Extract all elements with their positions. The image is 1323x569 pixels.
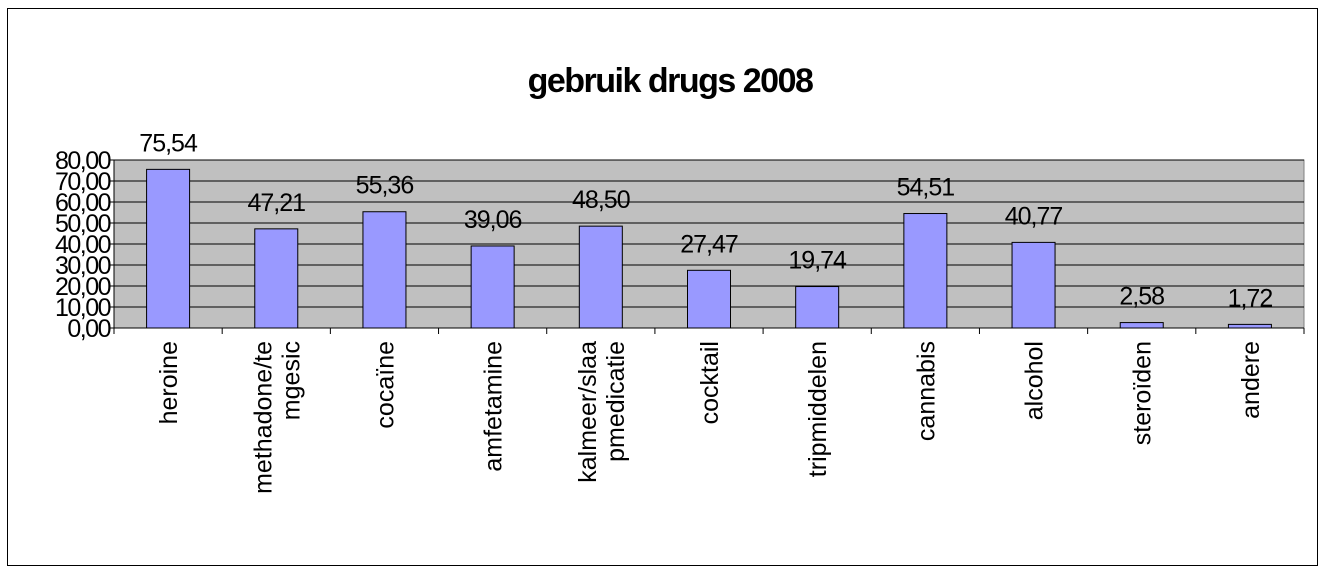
x-tick-label: amfetamine <box>480 341 508 472</box>
x-tick-label: cannabis <box>912 341 940 441</box>
bar <box>146 168 191 329</box>
data-label: 48,50 <box>572 186 630 214</box>
x-tick-label-line: amfetamine <box>480 341 508 472</box>
bar <box>1119 322 1164 329</box>
x-tick-label-line: alcohol <box>1021 341 1049 420</box>
bars <box>146 168 1272 329</box>
data-labels: 75,54 47,21 55,36 39,06 48,50 27,47 19,74 54,51… <box>139 129 1273 312</box>
x-tick-label-line: tripmiddelen <box>804 341 832 477</box>
bar-chart: gebruik drugs 2008 0,0010,0020,0030,0040… <box>55 62 1305 494</box>
x-tick-label: alcohol <box>1021 341 1049 420</box>
x-tick-label: steroïden <box>1129 341 1157 445</box>
y-tick-label: 50,00 <box>55 210 111 238</box>
data-label: 40,77 <box>1005 202 1063 230</box>
x-tick-label-line: cannabis <box>912 341 940 441</box>
bar <box>795 286 840 329</box>
data-label: 27,47 <box>680 230 738 258</box>
x-tick-label: kalmeer/slaa pmedicatie <box>574 341 630 483</box>
bar <box>362 211 407 329</box>
data-label: 47,21 <box>247 189 305 217</box>
y-tick-label: 40,00 <box>55 231 111 259</box>
x-tick-label-line: methadone/te <box>249 341 277 494</box>
y-tick-label: 70,00 <box>55 168 111 196</box>
x-tick-label-line: cocktail <box>696 341 724 424</box>
chart-frame: gebruik drugs 2008 0,00 10,00 20,00 30,00 40… <box>7 8 1318 566</box>
data-label: 55,36 <box>356 172 414 200</box>
x-tick-label-line: andere <box>1237 341 1265 419</box>
bar <box>687 269 731 329</box>
y-tick-label: 60,00 <box>55 189 111 217</box>
y-tick-label: 20,00 <box>55 273 111 301</box>
x-tick-label: andere <box>1237 341 1265 419</box>
y-tick-label: 30,00 <box>55 252 111 280</box>
data-label: 1,72 <box>1228 284 1273 312</box>
bar <box>1227 323 1272 329</box>
x-tick-label-line: mgesic <box>277 341 305 420</box>
data-label: 39,06 <box>464 206 522 234</box>
x-tick-label: cocaïne <box>371 341 399 429</box>
y-tick-label: 10,00 <box>55 294 111 322</box>
data-label: 75,54 <box>139 129 198 157</box>
x-tick-label: heroine <box>155 341 183 424</box>
bar <box>578 225 623 329</box>
chart-title: gebruik drugs 2008 <box>528 62 813 100</box>
bar <box>1011 241 1056 329</box>
x-tick-label: cocktail <box>696 341 724 424</box>
x-tick-label-line: pmedicatie <box>602 341 630 462</box>
bar <box>903 213 948 329</box>
x-tick-label: tripmiddelen <box>804 341 832 477</box>
x-tick-label-line: steroïden <box>1129 341 1157 445</box>
gridlines <box>114 159 1304 308</box>
x-tick-label-line: cocaïne <box>371 341 399 429</box>
x-tick-label-line: kalmeer/slaa <box>574 341 602 483</box>
x-tick-label: methadone/te mgesic <box>249 341 305 494</box>
y-tick-label: 0,00 <box>67 315 110 343</box>
y-tick-label: 80,00 <box>55 147 111 175</box>
data-label: 54,51 <box>897 174 955 202</box>
x-axis-ticks: heroine methadone/te mgesic cocaïne amfetami… <box>113 328 1305 494</box>
data-label: 19,74 <box>788 247 847 275</box>
y-axis-ticks: 0,0010,0020,0030,0040,0050,0060,0070,008… <box>55 147 114 343</box>
bar <box>254 228 299 329</box>
bar <box>470 245 515 329</box>
data-label: 2,58 <box>1119 283 1164 311</box>
x-tick-label-line: heroine <box>155 341 183 424</box>
